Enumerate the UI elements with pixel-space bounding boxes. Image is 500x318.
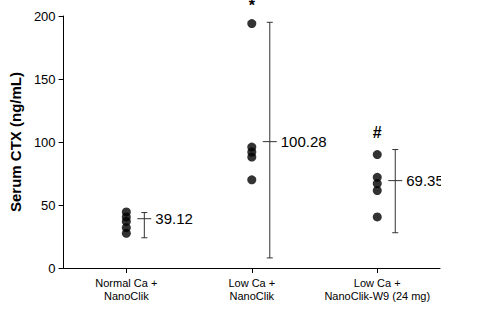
svg-text:100.28: 100.28 [281, 133, 327, 150]
svg-text:NanoClik: NanoClik [229, 290, 274, 302]
svg-text:100: 100 [34, 135, 56, 150]
svg-text:NanoClik: NanoClik [104, 290, 149, 302]
svg-text:150: 150 [34, 72, 56, 87]
svg-text:NanoClik-W9 (24 mg): NanoClik-W9 (24 mg) [324, 290, 430, 302]
svg-text:69.35: 69.35 [406, 172, 444, 189]
svg-text:Low Ca +: Low Ca + [228, 277, 275, 289]
svg-text:Normal Ca +: Normal Ca + [95, 277, 157, 289]
svg-text:0: 0 [48, 261, 55, 276]
svg-text:#: # [373, 124, 382, 141]
svg-text:Low Ca +: Low Ca + [354, 277, 401, 289]
svg-text:39.12: 39.12 [155, 210, 193, 227]
svg-text:*: * [249, 0, 256, 14]
svg-text:200: 200 [34, 9, 56, 24]
svg-text:50: 50 [41, 198, 55, 213]
svg-text:Serum CTX (ng/mL): Serum CTX (ng/mL) [7, 72, 24, 212]
